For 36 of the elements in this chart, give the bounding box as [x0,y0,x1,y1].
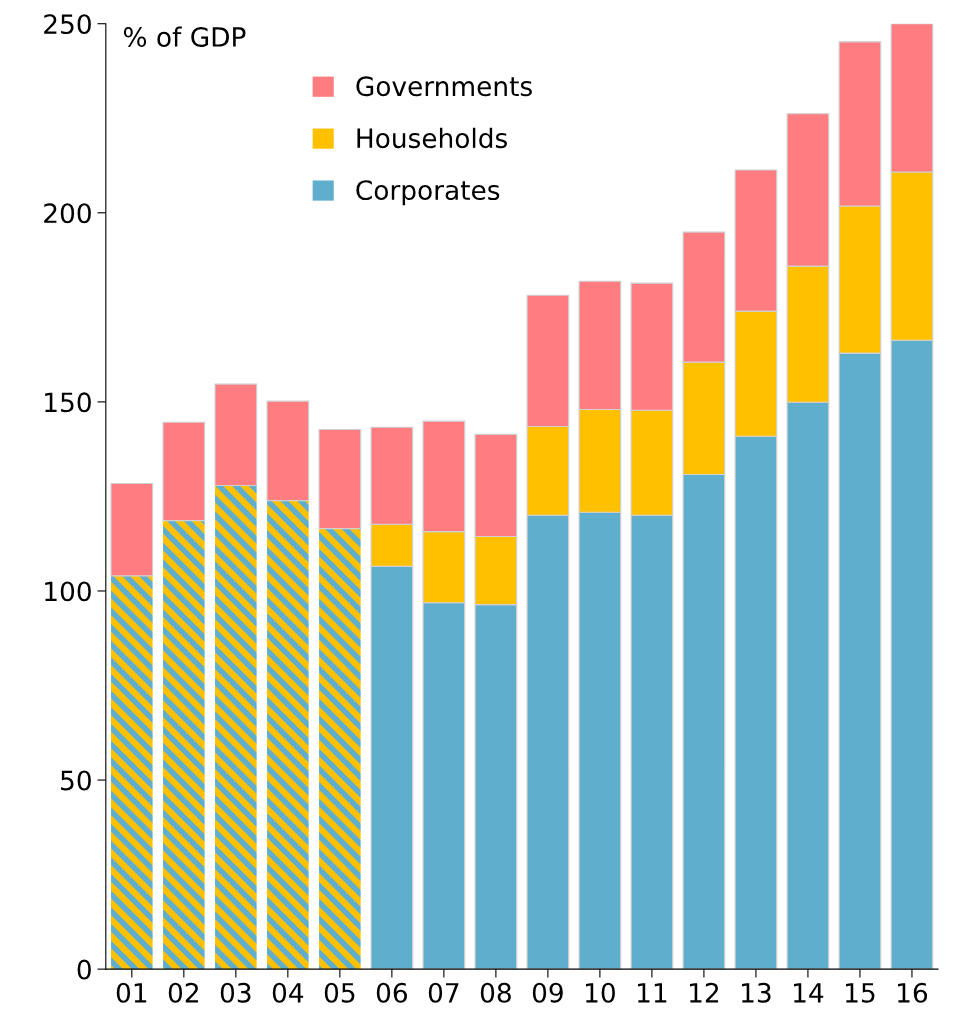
y-tick-label: 150 [45,392,91,413]
bar [214,383,258,487]
bar [267,500,309,970]
legend-label: Governments [356,76,532,97]
bar [110,483,154,577]
bar [215,485,257,970]
y-tick-label: 50 [61,770,91,791]
bar [163,520,205,970]
y-tick-label: 250 [44,14,91,35]
bar [111,575,153,970]
x-tick-label: 14 [794,983,824,1003]
bar [162,421,206,522]
y-tick-label: 200 [44,203,91,224]
x-tick-label: 11 [638,983,667,1003]
bar [266,400,310,502]
x-tick-label: 06 [376,982,407,1003]
x-tick-label: 16 [898,982,928,1003]
x-tick-label: 01 [116,982,147,1003]
y-tick-label: 0 [77,959,91,980]
x-tick-label: 02 [168,982,198,1003]
x-tick-label: 09 [532,982,563,1003]
legend-label: Corporates [356,180,500,206]
legend-label: Households [357,127,507,149]
y-axis-title: % of GDP [123,26,246,47]
y-tick-label: 100 [45,581,91,602]
x-tick-label: 07 [428,982,459,1003]
x-tick-label: 10 [586,982,615,1003]
x-tick-label: 08 [480,982,511,1003]
x-tick-label: 04 [272,982,304,1003]
x-tick-label: 05 [324,982,355,1003]
x-tick-label: 12 [690,982,719,1003]
x-tick-label: 03 [220,982,251,1003]
bar [318,428,362,530]
x-tick-label: 13 [742,982,771,1003]
x-tick-label: 15 [846,983,875,1003]
bar [319,528,361,970]
